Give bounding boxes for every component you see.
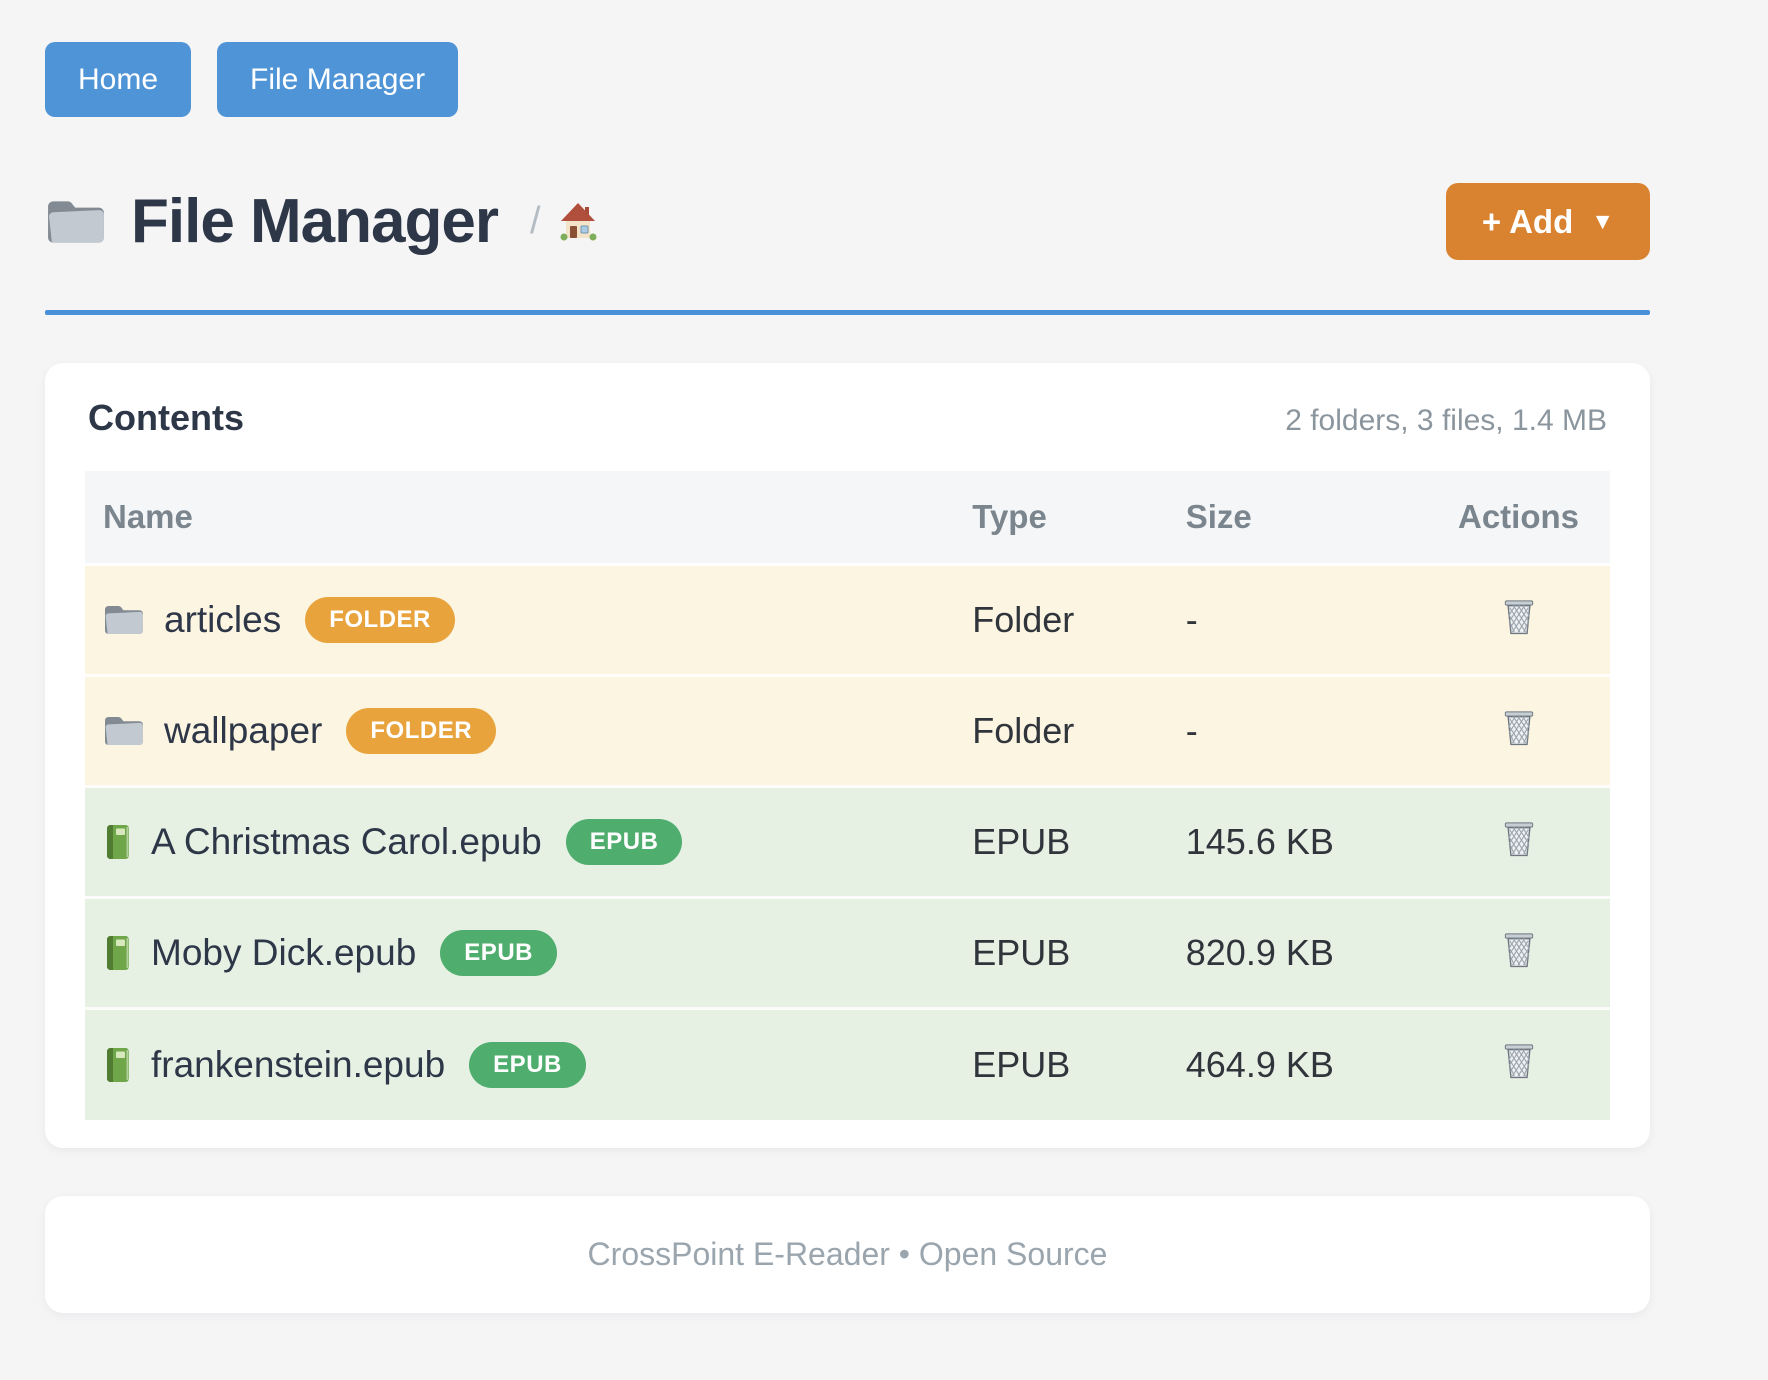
folder-icon [103,603,145,637]
file-name-link[interactable]: frankenstein.epub [151,1043,446,1085]
delete-button[interactable] [1502,596,1536,636]
page-title: File Manager [131,187,499,256]
trash-icon [1502,1040,1536,1080]
table-row: articles FOLDER Folder - [85,564,1610,676]
footer-text: CrossPoint E-Reader • Open Source [587,1235,1108,1272]
file-table: Name Type Size Actions [85,471,1610,1120]
contents-card-header: Contents 2 folders, 3 files, 1.4 MB [85,397,1610,439]
type-cell: Folder [954,564,1168,676]
trash-icon [1502,818,1536,858]
contents-summary: 2 folders, 3 files, 1.4 MB [1285,404,1607,437]
nav-file-manager-button[interactable]: File Manager [217,42,459,117]
size-cell: 820.9 KB [1167,897,1427,1009]
column-header-size: Size [1167,471,1427,565]
type-cell: Folder [954,675,1168,787]
file-name-link[interactable]: articles [164,599,282,640]
house-icon[interactable] [557,201,599,243]
delete-button[interactable] [1502,929,1536,969]
folder-badge: FOLDER [346,708,497,754]
table-row: wallpaper FOLDER Folder - [85,675,1610,787]
type-cell: EPUB [954,897,1168,1009]
size-cell: 145.6 KB [1167,786,1427,898]
file-name-link[interactable]: Moby Dick.epub [151,932,417,973]
page-header: File Manager / + Add ▼ [45,183,1650,260]
type-cell: EPUB [954,1008,1168,1120]
epub-badge: EPUB [469,1041,586,1088]
delete-button[interactable] [1502,707,1536,747]
column-header-name: Name [85,471,955,565]
book-icon [103,935,132,971]
add-button[interactable]: + Add ▼ [1445,183,1650,260]
table-header-row: Name Type Size Actions [85,471,1610,565]
caret-down-icon: ▼ [1591,208,1614,234]
book-icon [103,824,132,860]
folder-badge: FOLDER [305,597,455,643]
type-cell: EPUB [954,786,1168,898]
file-name-link[interactable]: wallpaper [164,710,323,751]
size-cell: - [1167,564,1427,676]
table-row: Moby Dick.epub EPUB EPUB 820.9 KB [85,897,1610,1009]
book-icon [103,1047,132,1083]
breadcrumb-separator: / [530,200,541,242]
title-group: File Manager / [45,186,599,257]
folder-icon [103,714,145,748]
folder-icon [45,197,107,247]
size-cell: 464.9 KB [1167,1008,1427,1120]
size-cell: - [1167,675,1427,787]
table-row: A Christmas Carol.epub EPUB EPUB 145.6 K… [85,786,1610,898]
file-name-link[interactable]: A Christmas Carol.epub [151,821,542,862]
contents-card: Contents 2 folders, 3 files, 1.4 MB Name… [45,363,1650,1148]
top-navigation: Home File Manager [45,0,1650,117]
page-content: Home File Manager File Manager / [45,0,1650,1313]
trash-icon [1502,707,1536,747]
epub-badge: EPUB [440,930,557,976]
contents-title: Contents [88,397,244,438]
delete-button[interactable] [1502,1040,1536,1080]
header-divider [45,310,1650,315]
trash-icon [1502,596,1536,636]
delete-button[interactable] [1502,818,1536,858]
add-button-label: + Add [1481,202,1574,240]
column-header-type: Type [954,471,1168,565]
footer: CrossPoint E-Reader • Open Source [45,1195,1650,1313]
nav-home-button[interactable]: Home [45,42,192,117]
table-row: frankenstein.epub EPUB EPUB 464.9 KB [85,1008,1610,1120]
epub-badge: EPUB [565,819,683,865]
trash-icon [1502,929,1536,969]
column-header-actions: Actions [1427,471,1610,565]
